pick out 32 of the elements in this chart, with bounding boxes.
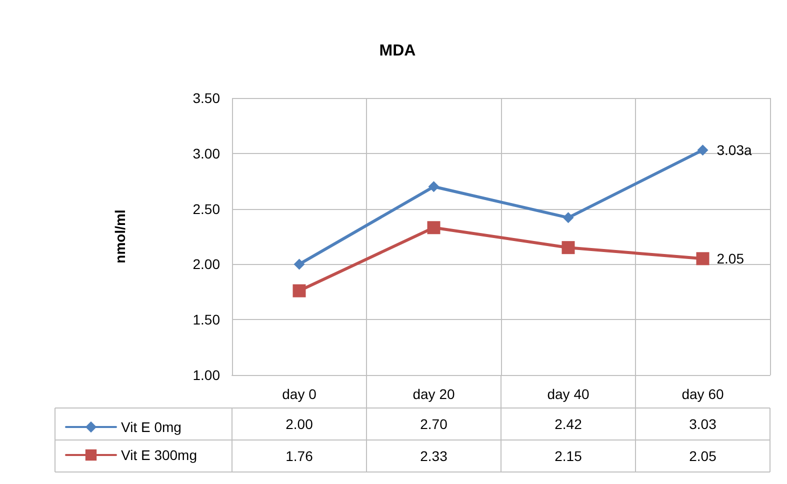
y-tick-label: 1.00 <box>192 367 220 383</box>
annotation: 2.05 <box>716 250 744 267</box>
point <box>292 284 306 298</box>
annotation: 3.03a <box>716 142 752 158</box>
x-tick-label: day 60 <box>682 386 724 402</box>
y-tick-label: 2.50 <box>192 200 220 217</box>
x-tick-label: day 20 <box>412 386 455 402</box>
point <box>697 144 708 156</box>
data-label: 2.33 <box>420 448 448 464</box>
legend-label: Vit E 300mg <box>121 447 198 463</box>
y-tick-label: 3.00 <box>192 145 220 162</box>
point <box>562 241 575 254</box>
chart-title: MDA <box>379 42 416 60</box>
y-tick-label: 3.50 <box>192 90 220 106</box>
legend-label: Vit E 0mg <box>121 419 182 435</box>
point <box>294 258 305 270</box>
x-tick-label: day 0 <box>282 386 317 402</box>
data-label: 2.05 <box>689 448 717 464</box>
data-label: 2.70 <box>420 416 448 432</box>
data-label: 2.15 <box>554 448 582 464</box>
point <box>427 221 440 234</box>
data-label: 2.42 <box>554 416 582 432</box>
x-tick-label: day 40 <box>547 386 590 402</box>
data-label: 3.03 <box>689 416 717 432</box>
y-axis-title: nmol/ml <box>112 210 128 264</box>
point <box>562 212 574 224</box>
data-label: 2.00 <box>286 416 314 432</box>
y-tick-label: 1.50 <box>192 312 220 328</box>
data-label: 1.76 <box>286 448 314 464</box>
y-tick-label: 2.00 <box>192 256 220 272</box>
point <box>428 181 440 192</box>
point <box>696 252 710 266</box>
